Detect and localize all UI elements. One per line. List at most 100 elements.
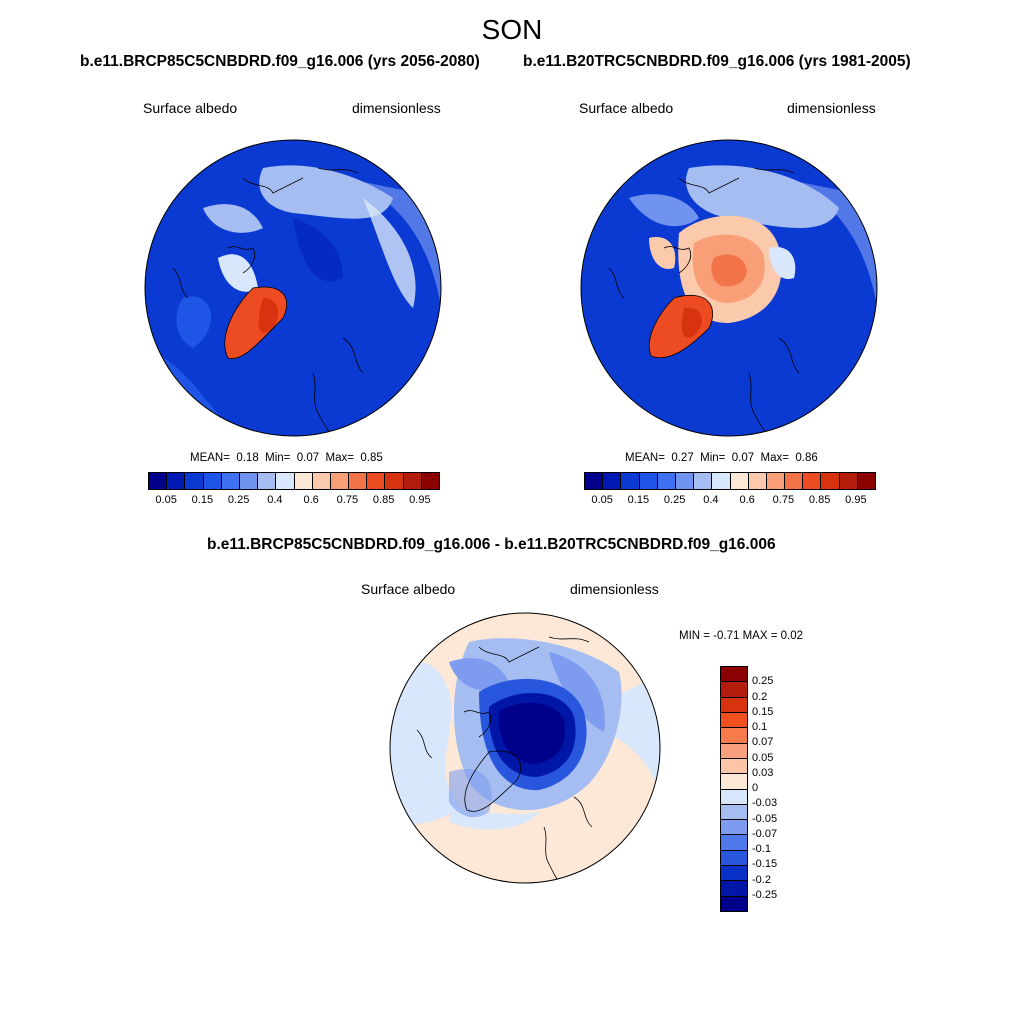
colorbar-swatch xyxy=(585,473,604,489)
difference-variable-label: Surface albedo xyxy=(361,581,456,597)
colorbar-swatch xyxy=(721,835,747,851)
panel-2-polar-map xyxy=(580,139,878,437)
difference-units-label: dimensionless xyxy=(570,581,659,597)
colorbar-swatch xyxy=(276,473,295,489)
colorbar-swatch xyxy=(721,758,747,775)
figure-title: SON xyxy=(481,14,543,45)
colorbar-swatch xyxy=(721,866,747,882)
colorbar-tick-label: -0.25 xyxy=(752,888,778,901)
colorbar-swatch xyxy=(367,473,386,489)
panel-1-polar-map xyxy=(144,139,442,437)
colorbar-swatch xyxy=(385,473,404,489)
difference-colorbar xyxy=(720,666,748,912)
colorbar-tick-label: 0.95 xyxy=(845,494,867,506)
colorbar-swatch xyxy=(721,804,747,821)
colorbar-swatch xyxy=(349,473,368,489)
colorbar-tick-label: -0.03 xyxy=(752,797,778,810)
colorbar-tick-label: -0.05 xyxy=(752,812,778,825)
colorbar-tick-label: -0.15 xyxy=(752,858,778,871)
colorbar-tick-label: 0.1 xyxy=(752,721,768,733)
colorbar-swatch xyxy=(694,473,713,489)
panel-2-run-title: b.e11.B20TRC5CNBDRD.f09_g16.006 (yrs 198… xyxy=(523,53,911,70)
colorbar-swatch xyxy=(603,473,622,489)
colorbar-swatch xyxy=(657,473,676,489)
colorbar-swatch xyxy=(721,667,747,683)
colorbar-tick-label: 0.85 xyxy=(808,494,831,506)
colorbar-swatch xyxy=(239,473,259,489)
colorbar-swatch xyxy=(221,473,240,489)
colorbar-tick-label: -0.07 xyxy=(752,827,778,840)
colorbar-swatch xyxy=(803,473,822,489)
panel-2-colorbar-labels: 0.05 0.15 0.25 0.4 0.6 0.75 0.85 0.95 xyxy=(584,494,874,508)
colorbar-swatch xyxy=(149,473,168,489)
colorbar-swatch xyxy=(721,682,747,698)
colorbar-swatch xyxy=(258,473,277,489)
colorbar-tick-label: 0.15 xyxy=(752,705,774,718)
colorbar-swatch xyxy=(821,473,840,489)
difference-colorbar-labels: 0.25 0.2 0.15 0.1 0.07 0.05 0.03 0 -0.03 -0.05 -0.… xyxy=(720,666,800,910)
colorbar-tick-label: -0.1 xyxy=(752,843,771,855)
colorbar-tick-label: 0.05 xyxy=(155,494,177,506)
colorbar-swatch xyxy=(203,473,222,489)
panel-1-units-label: dimensionless xyxy=(352,100,441,116)
colorbar-tick-label: 0.25 xyxy=(227,494,250,506)
colorbar-tick-label: 0.6 xyxy=(739,494,755,506)
panel-2-variable-label: Surface albedo xyxy=(579,100,674,116)
colorbar-tick-label: 0.2 xyxy=(752,690,768,703)
colorbar-swatch xyxy=(721,789,747,805)
colorbar-swatch xyxy=(748,473,767,489)
panel-1-stats: MEAN= 0.18 Min= 0.07 Max= 0.85 xyxy=(190,452,383,464)
colorbar-swatch xyxy=(721,774,747,790)
panel-2-colorbar xyxy=(584,472,876,490)
colorbar-tick-label: 0.03 xyxy=(752,766,774,779)
panel-2-stats: MEAN= 0.27 Min= 0.07 Max= 0.86 xyxy=(625,452,818,464)
colorbar-tick-label: 0.05 xyxy=(752,751,774,764)
difference-title: b.e11.BRCP85C5CNBDRD.f09_g16.006 - b.e11… xyxy=(207,536,776,553)
colorbar-swatch xyxy=(167,473,186,489)
colorbar-tick-label: 0.15 xyxy=(627,494,650,506)
panel-2-units-label: dimensionless xyxy=(787,100,876,116)
colorbar-tick-label: 0.75 xyxy=(336,494,359,506)
colorbar-swatch xyxy=(294,473,313,489)
colorbar-swatch xyxy=(721,820,747,836)
difference-minmax: MIN = -0.71 MAX = 0.02 xyxy=(679,630,804,642)
colorbar-tick-label: 0.4 xyxy=(267,494,283,506)
colorbar-swatch xyxy=(185,473,204,489)
colorbar-swatch xyxy=(785,473,804,489)
colorbar-tick-label: 0.07 xyxy=(752,736,774,749)
colorbar-swatch xyxy=(621,473,640,489)
colorbar-swatch xyxy=(312,473,331,489)
panel-1-colorbar-labels: 0.05 0.15 0.25 0.4 0.6 0.75 0.85 0.95 xyxy=(148,494,438,508)
panel-1-colorbar xyxy=(148,472,440,490)
colorbar-tick-label: -0.2 xyxy=(752,873,771,886)
colorbar-tick-label: 0 xyxy=(752,782,759,794)
colorbar-swatch xyxy=(330,473,350,489)
difference-polar-map xyxy=(389,612,661,884)
colorbar-tick-label: 0.4 xyxy=(703,494,719,506)
colorbar-swatch xyxy=(421,473,439,489)
colorbar-swatch xyxy=(721,712,747,729)
colorbar-tick-label: 0.05 xyxy=(591,494,613,506)
colorbar-tick-label: 0.75 xyxy=(772,494,795,506)
colorbar-swatch xyxy=(675,473,695,489)
colorbar-tick-label: 0.85 xyxy=(372,494,395,506)
colorbar-swatch xyxy=(721,896,747,911)
colorbar-swatch xyxy=(721,881,747,897)
colorbar-swatch xyxy=(712,473,731,489)
colorbar-swatch xyxy=(639,473,658,489)
colorbar-swatch xyxy=(403,473,422,489)
colorbar-swatch xyxy=(766,473,786,489)
colorbar-tick-label: 0.15 xyxy=(191,494,214,506)
colorbar-tick-label: 0.25 xyxy=(752,675,774,688)
colorbar-swatch xyxy=(721,697,747,713)
colorbar-swatch xyxy=(839,473,858,489)
colorbar-swatch xyxy=(730,473,749,489)
colorbar-tick-label: 0.95 xyxy=(409,494,431,506)
colorbar-swatch xyxy=(857,473,875,489)
panel-1-variable-label: Surface albedo xyxy=(143,100,238,116)
colorbar-swatch xyxy=(721,850,747,867)
colorbar-swatch xyxy=(721,743,747,759)
colorbar-tick-label: 0.6 xyxy=(303,494,319,506)
colorbar-swatch xyxy=(721,728,747,744)
panel-1-run-title: b.e11.BRCP85C5CNBDRD.f09_g16.006 (yrs 20… xyxy=(80,53,480,70)
